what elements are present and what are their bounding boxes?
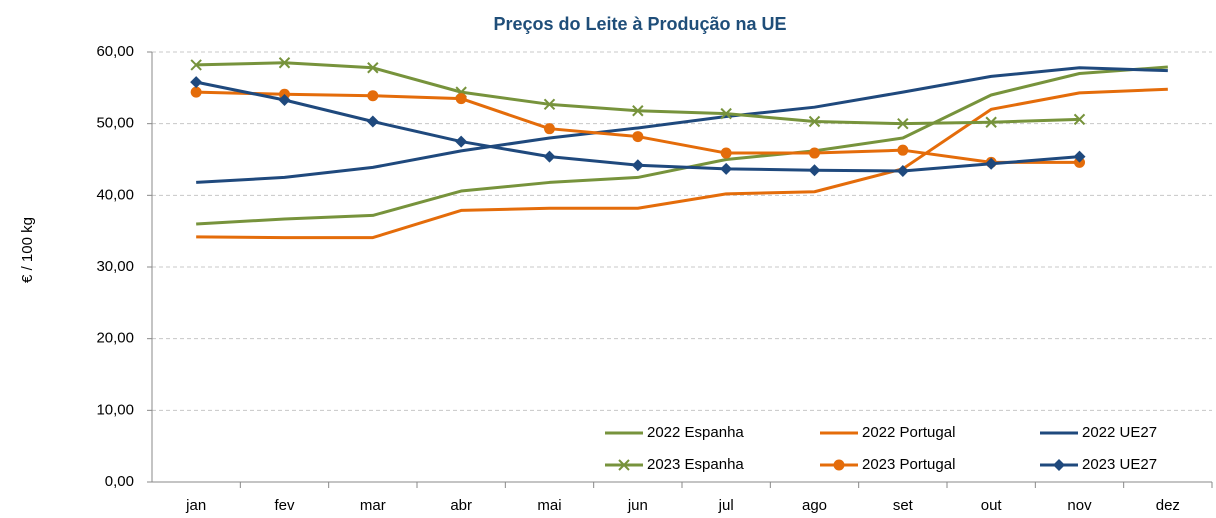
marker-diamond [896,164,909,177]
marker-diamond [455,135,468,148]
marker-diamond [543,150,556,163]
y-tick-label: 50,00 [96,115,134,132]
marker-diamond [720,162,733,175]
marker-circle [455,93,467,105]
marker-diamond [366,115,379,128]
y-tick-label: 0,00 [105,473,134,490]
legend-label: 2022 Espanha [647,424,744,441]
y-tick-label: 40,00 [96,186,134,203]
marker-circle [897,144,909,156]
x-tick-label: mai [537,497,561,514]
legend-marker [1053,459,1065,471]
y-axis-label: € / 100 kg [19,217,36,283]
x-tick-label: fev [274,497,295,514]
marker-circle [367,90,379,102]
marker-circle [544,123,555,135]
y-tick-label: 20,00 [96,330,134,347]
series-line [196,61,1080,126]
marker-diamond [278,94,291,107]
series-line [196,66,1168,184]
x-tick-label: abr [450,497,472,514]
marker-circle [720,147,732,159]
marker-circle [190,86,202,98]
chart-title: Preços do Leite à Produção na UE [493,14,786,34]
marker-x [1073,113,1086,126]
marker-x [543,98,556,111]
x-tick-label: ago [802,497,827,514]
legend-marker [618,459,630,471]
marker-x [632,105,644,117]
marker-x [808,115,821,128]
marker-x [720,107,732,120]
marker-diamond [631,159,644,172]
legend-label: 2022 UE27 [1082,424,1157,441]
x-tick-label: mar [360,497,386,514]
y-tick-label: 10,00 [96,401,134,418]
marker-circle [809,147,820,159]
marker-x [367,62,379,74]
x-tick-label: jun [627,497,648,514]
x-tick-label: dez [1156,497,1180,514]
marker-diamond [985,157,998,170]
x-tick-label: nov [1067,497,1092,514]
y-tick-label: 30,00 [96,258,134,275]
marker-x [897,117,909,130]
legend-label: 2022 Portugal [862,424,955,441]
x-tick-label: out [981,497,1003,514]
legend-label: 2023 UE27 [1082,456,1157,473]
x-tick-label: jul [718,497,734,514]
marker-circle [632,131,644,143]
marker-x [985,116,997,128]
marker-diamond [808,164,821,177]
series-line [196,87,1168,240]
marker-diamond [1073,150,1086,163]
y-tick-label: 60,00 [96,43,134,60]
marker-x [190,59,202,71]
legend-label: 2023 Espanha [647,456,744,473]
marker-x [278,57,291,69]
x-tick-label: set [893,497,914,514]
legend-label: 2023 Portugal [862,456,955,473]
marker-diamond [190,76,203,89]
legend-marker [833,459,845,471]
x-tick-label: jan [185,497,206,514]
